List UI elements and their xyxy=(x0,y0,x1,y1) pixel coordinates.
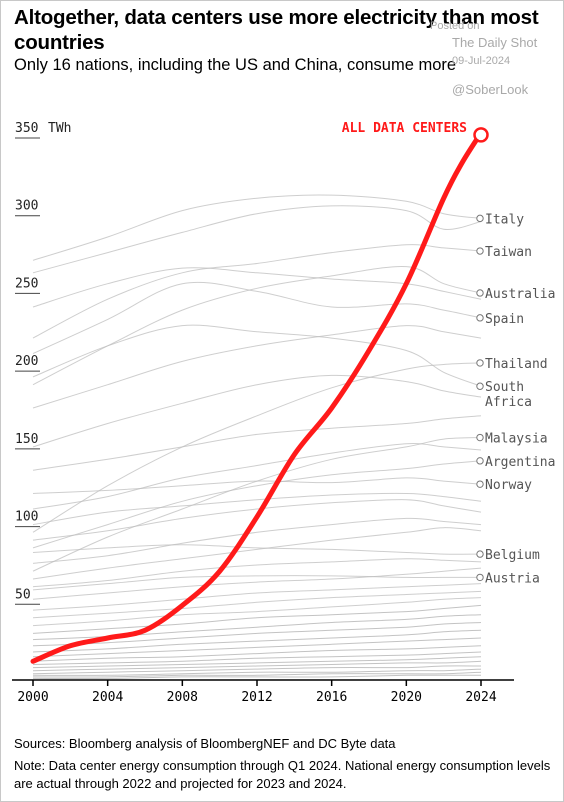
country-line-23 xyxy=(32,583,482,611)
country-label-south-line2: Africa xyxy=(485,395,532,410)
country-line-10 xyxy=(32,544,482,555)
country-marker-austria xyxy=(476,573,484,582)
country-line-25 xyxy=(32,597,482,627)
x-tick-label-2000: 2000 xyxy=(17,690,48,705)
y-tick-label-350: 350 xyxy=(15,121,38,136)
country-line-15 xyxy=(32,415,482,471)
x-tick-label-2012: 2012 xyxy=(241,690,272,705)
highlight-series: ALL DATA CENTERS xyxy=(30,121,489,664)
country-line-2 xyxy=(32,244,482,339)
watermark-date: 09-Jul-2024 xyxy=(452,55,511,67)
y-tick-label-250: 250 xyxy=(15,276,38,291)
country-line-31 xyxy=(32,645,482,662)
country-label-spain: Spain xyxy=(485,312,524,327)
country-line-6 xyxy=(32,324,482,387)
x-tick-label-2020: 2020 xyxy=(391,690,422,705)
country-line-22 xyxy=(32,567,482,600)
country-label-australia: Australia xyxy=(485,287,555,302)
country-label-austria: Austria xyxy=(485,571,540,586)
country-marker-spain xyxy=(476,314,484,322)
watermark-posted-on: Posted on xyxy=(430,20,480,32)
country-line-26 xyxy=(32,604,482,634)
country-line-12 xyxy=(32,267,482,308)
note-text: Note: Data center energy consumption thr… xyxy=(14,758,551,791)
country-line-17 xyxy=(32,492,482,526)
country-marker-norway xyxy=(476,480,484,488)
watermark-source: The Daily Shot xyxy=(452,35,538,50)
y-axis-unit: TWh xyxy=(48,121,71,136)
country-marker-malaysia xyxy=(476,433,484,442)
chart-title: Altogether, data centers use more electr… xyxy=(14,6,539,54)
country-label-italy: Italy xyxy=(485,212,524,227)
country-line-20 xyxy=(32,527,482,580)
country-line-9 xyxy=(32,477,482,494)
country-marker-italy xyxy=(476,214,484,223)
x-tick-label-2004: 2004 xyxy=(92,690,123,705)
country-line-21 xyxy=(32,558,482,588)
y-tick-label-100: 100 xyxy=(15,510,38,525)
country-line-19 xyxy=(32,517,482,564)
country-line-38 xyxy=(32,674,481,680)
country-line-8 xyxy=(32,460,482,549)
country-marker-taiwan xyxy=(476,247,484,255)
country-line-33 xyxy=(32,656,482,669)
country-marker-south xyxy=(476,382,484,390)
country-line-37 xyxy=(32,671,482,678)
country-line-0 xyxy=(32,194,482,261)
country-marker-argentina xyxy=(476,457,484,465)
country-label-malaysia: Malaysia xyxy=(485,432,548,447)
country-line-29 xyxy=(32,629,482,653)
country-line-13 xyxy=(32,325,482,409)
country-line-35 xyxy=(32,665,482,675)
country-line-11 xyxy=(32,575,481,591)
country-label-argentina: Argentina xyxy=(485,455,555,470)
watermark-handle: @SoberLook xyxy=(452,82,529,97)
country-line-36 xyxy=(32,668,482,676)
country-label-thailand: Thailand xyxy=(485,357,548,372)
country-line-14 xyxy=(32,374,482,448)
country-label-south: South xyxy=(485,380,524,395)
country-line-18 xyxy=(32,499,482,541)
data-centers-line xyxy=(30,130,484,664)
country-line-28 xyxy=(32,622,482,647)
sources-text: Sources: Bloomberg analysis of Bloomberg… xyxy=(14,736,396,751)
country-line-32 xyxy=(32,651,482,665)
x-tick-label-2016: 2016 xyxy=(316,690,347,705)
country-marker-australia xyxy=(476,289,484,297)
y-tick-label-150: 150 xyxy=(15,432,38,447)
y-tick-label-300: 300 xyxy=(15,199,38,214)
country-marker-belgium xyxy=(476,550,484,558)
country-marker-thailand xyxy=(476,359,484,367)
y-axis: 50 100 150 200 250 300 350 TWh xyxy=(15,121,71,605)
country-line-24 xyxy=(32,590,482,619)
x-tick-label-2008: 2008 xyxy=(167,690,198,705)
country-line-30 xyxy=(32,637,482,658)
x-tick-label-2024: 2024 xyxy=(465,690,496,705)
x-axis: 2000 2004 2008 2012 2016 2020 2024 xyxy=(12,679,514,705)
chart-subtitle: Only 16 nations, including the US and Ch… xyxy=(14,56,457,74)
data-centers-endpoint xyxy=(473,127,489,143)
country-labels: Italy Taiwan Australia Spain Thailand SouthAf… xyxy=(476,212,555,586)
country-line-16 xyxy=(32,443,482,510)
country-line-4 xyxy=(32,281,482,355)
data-centers-label: ALL DATA CENTERS xyxy=(342,121,467,136)
country-label-taiwan: Taiwan xyxy=(485,245,532,260)
country-line-7 xyxy=(32,437,482,572)
country-label-belgium: Belgium xyxy=(485,548,540,563)
y-tick-label-50: 50 xyxy=(15,587,31,602)
country-line-1 xyxy=(32,205,482,274)
country-line-5 xyxy=(32,362,482,533)
country-line-34 xyxy=(32,660,482,672)
country-label-norway: Norway xyxy=(485,478,532,493)
y-tick-label-200: 200 xyxy=(15,354,38,369)
